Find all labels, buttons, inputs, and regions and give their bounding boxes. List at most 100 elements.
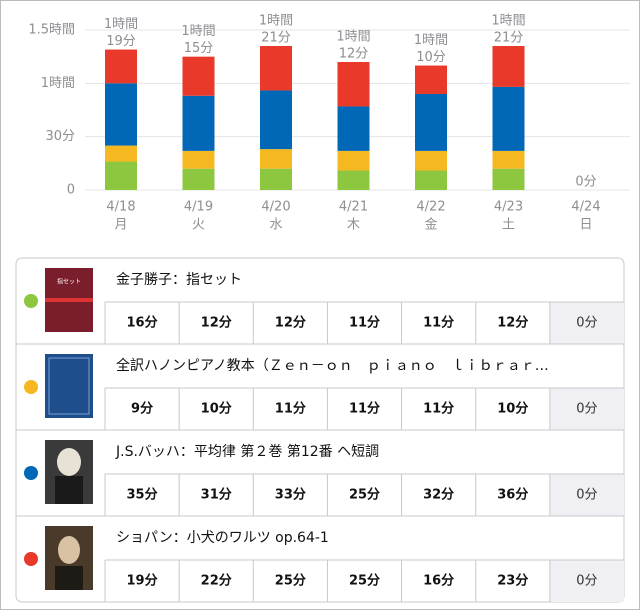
- bar-segment: [182, 150, 215, 169]
- cell-value: 35分: [127, 487, 158, 503]
- cell-value: 12分: [497, 315, 528, 331]
- cell-value: 25分: [349, 573, 380, 589]
- x-tick-label: 木: [347, 218, 360, 233]
- y-tick-label: 1時間: [41, 76, 75, 91]
- total-label: 1時間: [414, 33, 448, 48]
- svg-text:指セット: 指セット: [57, 278, 81, 286]
- cell-value: 36分: [497, 487, 528, 503]
- x-tick-label: 4/21: [339, 200, 368, 215]
- y-tick-label: 0: [67, 183, 75, 198]
- bar-segment: [182, 56, 215, 96]
- cell-value: 0分: [576, 574, 597, 589]
- cell-value: 16分: [423, 573, 454, 589]
- x-tick-label: 4/22: [416, 200, 445, 215]
- bar-segment: [337, 62, 370, 107]
- bar-segment: [492, 168, 525, 190]
- bar-segment: [492, 46, 525, 87]
- cell-value: 19分: [127, 573, 158, 589]
- bar-segment: [415, 65, 447, 94]
- bar-segment: [337, 150, 370, 171]
- total-label: 19分: [106, 34, 136, 49]
- x-tick-label: 水: [269, 218, 282, 233]
- total-label: 21分: [494, 31, 524, 46]
- bar-segment: [415, 94, 447, 151]
- bar-segment: [492, 86, 525, 151]
- cell-value: 0分: [576, 316, 597, 331]
- cell-value: 31分: [201, 487, 232, 503]
- cell-value: 11分: [423, 401, 454, 417]
- legend-dot: [24, 294, 38, 308]
- x-tick-label: 日: [579, 218, 592, 233]
- legend-dot: [24, 466, 38, 480]
- bar-segment: [415, 150, 447, 171]
- legend-dot: [24, 552, 38, 566]
- cell-value: 0分: [576, 488, 597, 503]
- book-title: J.S.バッハ：平均律 第２巻 第12番 ヘ短調: [115, 443, 379, 460]
- total-label: 21分: [261, 31, 291, 46]
- cell-value: 10分: [497, 401, 528, 417]
- thumbnail[interactable]: [45, 440, 93, 504]
- cell-value: 25分: [349, 487, 380, 503]
- x-tick-label: 4/24: [571, 200, 600, 215]
- x-tick-label: 月: [114, 218, 127, 233]
- cell-value: 10分: [201, 401, 232, 417]
- book-title: 全訳ハノンピアノ教本（Ｚｅｎ－ｏｎ ｐｉａｎｏ ｌｉｂｒａｒ…: [116, 357, 549, 374]
- cell-value: 11分: [423, 315, 454, 331]
- bar-segment: [182, 168, 215, 190]
- x-tick-label: 4/18: [106, 200, 135, 215]
- last-cell-bg: [549, 474, 624, 516]
- x-tick-label: 4/20: [261, 200, 290, 215]
- total-label: 10分: [416, 50, 446, 65]
- cell-value: 0分: [576, 402, 597, 417]
- total-label: 1時間: [259, 14, 293, 29]
- cell-value: 11分: [349, 315, 380, 331]
- thumbnail[interactable]: 指セット: [45, 268, 93, 332]
- x-tick-label: 火: [192, 218, 205, 233]
- x-tick-label: 4/23: [494, 200, 523, 215]
- total-label: 0分: [575, 175, 596, 190]
- thumbnail[interactable]: [45, 526, 93, 590]
- bar-segment: [260, 149, 292, 169]
- bar-segment: [337, 170, 370, 190]
- y-tick-label: 1.5時間: [28, 23, 75, 38]
- cell-value: 33分: [275, 487, 306, 503]
- bar-segment: [105, 145, 137, 162]
- legend-dot: [24, 380, 38, 394]
- total-label: 15分: [184, 41, 214, 56]
- cell-value: 22分: [201, 573, 232, 589]
- x-tick-label: 土: [502, 218, 515, 233]
- last-cell-bg: [549, 560, 624, 602]
- last-cell-bg: [549, 388, 624, 430]
- cell-value: 25分: [275, 573, 306, 589]
- cell-value: 11分: [349, 401, 380, 417]
- bar-segment: [260, 168, 292, 190]
- last-cell-bg: [549, 302, 624, 344]
- bar-segment: [182, 95, 215, 151]
- book-title: 金子勝子：指セット: [116, 272, 242, 288]
- thumbnail[interactable]: [45, 354, 93, 418]
- cell-value: 23分: [497, 573, 528, 589]
- x-tick-label: 金: [424, 217, 437, 233]
- total-label: 1時間: [181, 24, 215, 39]
- cell-value: 32分: [423, 487, 454, 503]
- cell-value: 12分: [275, 315, 306, 331]
- total-label: 1時間: [336, 30, 370, 45]
- cell-value: 12分: [201, 315, 232, 331]
- bar-segment: [105, 83, 137, 146]
- y-tick-label: 30分: [45, 129, 75, 144]
- bar-segment: [105, 161, 137, 190]
- x-tick-label: 4/19: [184, 200, 213, 215]
- bar-segment: [260, 90, 292, 150]
- bar-segment: [492, 150, 525, 169]
- cell-value: 16分: [127, 315, 158, 331]
- total-label: 1時間: [491, 14, 525, 29]
- cell-value: 11分: [275, 401, 306, 417]
- bar-segment: [415, 170, 447, 190]
- book-title: ショパン：小犬のワルツ op.64-1: [116, 530, 329, 546]
- bar-segment: [105, 49, 137, 84]
- bar-segment: [337, 106, 370, 151]
- bar-segment: [260, 46, 292, 91]
- total-label: 12分: [339, 47, 369, 62]
- cell-value: 9分: [131, 401, 153, 417]
